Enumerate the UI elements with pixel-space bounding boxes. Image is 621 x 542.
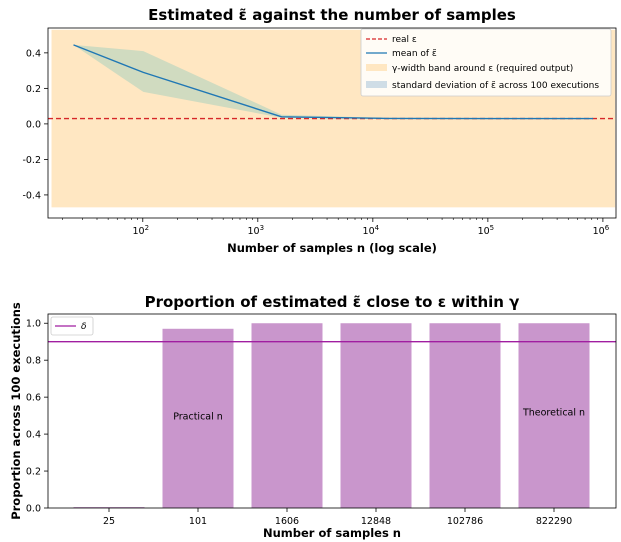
std-band-layer xyxy=(73,44,594,119)
top-plot-area: -0.4 -0.2 0.0 0.2 0.4 102 103 104 105 106 real ε… xyxy=(22,27,617,237)
bottom-chart-title: Proportion of estimated ε̃ close to ε wi… xyxy=(145,293,520,311)
mean-epsilon-line xyxy=(73,44,594,120)
top-y-tick-label: 0.4 xyxy=(26,48,41,59)
bottom-x-tick-label: 102786 xyxy=(447,516,483,527)
bottom-plot-area: Practical n Theoretical n 0.0 0.2 0.4 0.6 0.8… xyxy=(26,313,617,527)
legend-label-real-epsilon: real ε xyxy=(392,35,417,45)
top-chart: Estimated ε̃ against the number of sampl… xyxy=(22,6,617,255)
top-plot-frame xyxy=(47,27,617,219)
bottom-x-axis-label: Number of samples n xyxy=(263,526,401,540)
legend-label-std: standard deviation of ε̃ across 100 exec… xyxy=(392,81,599,91)
top-y-tick-label: -0.4 xyxy=(22,190,41,201)
bar xyxy=(73,507,145,508)
bar xyxy=(340,323,412,508)
top-legend-box xyxy=(360,28,612,97)
top-y-tick-label: 0.0 xyxy=(26,119,41,130)
bar xyxy=(162,328,234,508)
top-x-tick-label: 105 xyxy=(478,224,495,237)
top-x-tick-label: 103 xyxy=(248,224,265,237)
bottom-x-tick-label: 12848 xyxy=(361,516,391,527)
bottom-y-tick-label: 0.6 xyxy=(26,393,41,404)
top-x-minor-ticks xyxy=(62,218,598,220)
bar xyxy=(251,323,323,508)
top-y-ticks: -0.4 -0.2 0.0 0.2 0.4 xyxy=(22,48,48,201)
top-x-ticks: 102 103 104 105 106 xyxy=(132,218,610,237)
bottom-annotations: Practical n Theoretical n xyxy=(173,408,585,423)
mean-line-layer xyxy=(73,44,594,120)
bottom-y-tick-label: 0.2 xyxy=(26,467,41,478)
legend-swatch-gamma-band xyxy=(366,64,387,71)
bottom-y-tick-label: 0.0 xyxy=(26,504,41,515)
bottom-x-ticks: 25 101 1606 12848 102786 822290 xyxy=(103,508,572,527)
bottom-x-tick-label: 822290 xyxy=(536,516,572,527)
top-x-tick-label: 106 xyxy=(593,224,610,237)
bottom-x-tick-label: 101 xyxy=(189,516,207,527)
legend-label-gamma-band: γ-width band around ε (required output) xyxy=(392,64,573,74)
bar xyxy=(429,323,501,508)
bottom-y-axis-label: Proportion across 100 executions xyxy=(9,302,23,520)
bottom-legend: δ xyxy=(50,316,94,336)
bottom-y-tick-label: 0.4 xyxy=(26,430,41,441)
bottom-x-tick-label: 25 xyxy=(103,516,115,527)
bar-annotation: Practical n xyxy=(173,411,223,422)
bottom-plot-frame xyxy=(47,313,617,509)
bottom-chart: Proportion of estimated ε̃ close to ε wi… xyxy=(9,293,617,540)
bottom-y-tick-label: 1.0 xyxy=(26,319,41,330)
legend-label-mean: mean of ε̃ xyxy=(392,49,437,59)
bottom-y-tick-label: 0.8 xyxy=(26,356,41,367)
top-legend: real ε mean of ε̃ γ-width band around ε … xyxy=(360,28,612,97)
bar xyxy=(518,323,590,508)
legend-label-delta: δ xyxy=(81,322,87,332)
top-y-tick-label: 0.2 xyxy=(26,84,41,95)
top-x-tick-label: 102 xyxy=(132,224,149,237)
top-chart-title: Estimated ε̃ against the number of sampl… xyxy=(148,6,516,24)
top-y-tick-label: -0.2 xyxy=(22,155,41,166)
top-x-axis-label: Number of samples n (log scale) xyxy=(227,241,437,255)
top-x-tick-label: 104 xyxy=(363,224,380,237)
bar-annotation: Theoretical n xyxy=(522,408,585,419)
bottom-x-tick-label: 1606 xyxy=(275,516,299,527)
bottom-bars xyxy=(73,323,590,508)
std-band xyxy=(73,44,594,119)
bottom-y-ticks: 0.0 0.2 0.4 0.6 0.8 1.0 xyxy=(26,319,48,515)
legend-swatch-std xyxy=(366,81,387,88)
